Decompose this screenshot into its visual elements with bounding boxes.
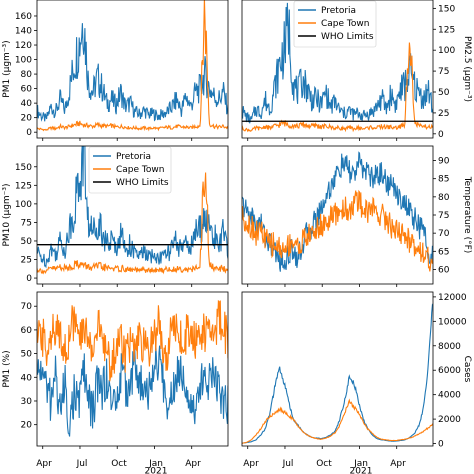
x-year-label: 2021 [145, 467, 168, 474]
y-tick-label: 50 [21, 237, 33, 247]
x-tick-label: Apr [185, 459, 201, 469]
y-tick-label: 60 [21, 326, 33, 336]
y-tick-label: 4000 [438, 391, 461, 401]
x-tick-label: Jan [353, 459, 368, 469]
y-tick-label: 25 [438, 109, 449, 119]
y-tick-label: 75 [438, 211, 449, 221]
y-tick-label: 150 [15, 163, 32, 173]
y-tick-label: 85 [438, 175, 449, 185]
y-axis-label: PM2.5 (μgm⁻³) [462, 36, 472, 102]
panel-p2: 0 25 50 75 100 125 150 PM2.5 (μgm⁻³) Pretoria Cap… [241, 0, 472, 141]
shared-x-axis-labels: Apr Jul Oct Jan Apr Apr Jul Oct Jan Apr … [36, 459, 406, 474]
panel-frame [36, 145, 229, 285]
legend-label: Cape Town [116, 165, 164, 175]
x-tick-label: Apr [36, 459, 52, 469]
legend: Pretoria Cape Town WHO Limits [88, 146, 172, 194]
series-line-cape-town [242, 42, 433, 133]
plot-area [242, 2, 433, 133]
y-tick-label: 0 [438, 130, 444, 140]
y-tick-label: 2000 [438, 415, 461, 425]
y-tick-label: 25 [21, 256, 32, 266]
x-year-label: 2021 [350, 467, 373, 474]
legend-label: Pretoria [321, 6, 356, 16]
plot-area [37, 299, 228, 437]
x-tick-label: Oct [111, 459, 127, 469]
y-tick-label: 150 [438, 4, 455, 14]
series-line-pretoria [37, 23, 228, 122]
x-tick-label: Oct [316, 459, 332, 469]
y-tick-label: 40 [21, 373, 33, 383]
y-tick-label: 20 [21, 114, 33, 124]
panel-p6: 0 2000 4000 6000 8000 10000 12000 Cases [241, 291, 472, 450]
plot-area [37, 0, 228, 132]
plot-area [242, 303, 433, 444]
series-line-cape-town [37, 172, 228, 275]
y-tick-label: 100 [438, 46, 455, 56]
panel-frame [241, 0, 434, 139]
y-tick-label: 125 [438, 25, 455, 35]
y-tick-label: 70 [21, 302, 33, 312]
y-tick-label: 80 [438, 193, 450, 203]
y-tick-label: 100 [15, 56, 32, 66]
x-tick-label: Apr [243, 459, 259, 469]
series-line-cape-town [242, 189, 433, 272]
y-tick-label: 12000 [438, 293, 467, 303]
y-axis-label: PM1 (μgm⁻³) [2, 40, 12, 97]
legend-label: WHO Limits [116, 178, 169, 188]
plot-area [37, 146, 228, 275]
x-tick-label: Apr [390, 459, 406, 469]
y-tick-label: 120 [15, 41, 32, 51]
y-tick-label: 100 [15, 200, 32, 210]
panel-frame [36, 291, 229, 447]
y-tick-label: 0 [26, 274, 32, 284]
y-tick-label: 10000 [438, 317, 467, 327]
legend-label: Cape Town [321, 19, 369, 29]
y-axis-label: Cases [462, 356, 472, 383]
x-tick-label: Jan [148, 459, 163, 469]
y-tick-label: 0 [26, 128, 32, 138]
panel-frame [241, 291, 434, 447]
legend-label: WHO Limits [321, 32, 374, 42]
y-tick-label: 60 [438, 265, 450, 275]
y-tick-label: 90 [438, 157, 450, 167]
y-tick-label: 20 [21, 421, 33, 431]
y-tick-label: 125 [15, 181, 32, 191]
legend: Pretoria Cape Town WHO Limits [293, 0, 377, 48]
series-line-cape-town [242, 398, 433, 444]
y-tick-label: 60 [21, 85, 33, 95]
panel-frame [36, 0, 229, 139]
y-axis-label: PM1 (%) [2, 350, 12, 387]
y-tick-label: 50 [438, 88, 450, 98]
y-tick-label: 65 [438, 247, 449, 257]
y-tick-label: 80 [21, 70, 33, 80]
x-tick-label: Jul [282, 459, 294, 469]
series-line-pretoria [242, 2, 433, 124]
y-tick-label: 50 [21, 350, 33, 360]
series-line-pretoria [37, 344, 228, 437]
y-tick-label: 8000 [438, 342, 461, 352]
series-line-pretoria [242, 151, 433, 272]
y-tick-label: 6000 [438, 366, 461, 376]
legend-label: Pretoria [116, 152, 151, 162]
series-line-cape-town [37, 299, 228, 382]
y-tick-label: 75 [438, 67, 449, 77]
plot-area [242, 151, 433, 272]
panel-p4: 60 65 70 75 80 85 90 Temperature (°F) [241, 145, 472, 287]
panel-p5: 20 30 40 50 60 70 PM1 (%) [2, 291, 229, 449]
y-axis-label: PM10 (μgm⁻³) [2, 183, 12, 246]
y-axis-label: Temperature (°F) [462, 176, 472, 254]
y-tick-label: 30 [21, 397, 33, 407]
series-line-cape-town [37, 0, 228, 132]
y-tick-label: 40 [21, 99, 33, 109]
series-line-pretoria [242, 303, 433, 444]
y-tick-label: 140 [15, 27, 32, 37]
y-tick-label: 0 [438, 440, 444, 450]
y-tick-label: 70 [438, 229, 450, 239]
panel-p1: 0 20 40 60 80 100 120 140 160 PM1 (μgm⁻³) [2, 0, 229, 141]
x-tick-label: Jul [76, 459, 88, 469]
y-tick-label: 75 [21, 218, 32, 228]
y-tick-label: 160 [15, 12, 32, 22]
